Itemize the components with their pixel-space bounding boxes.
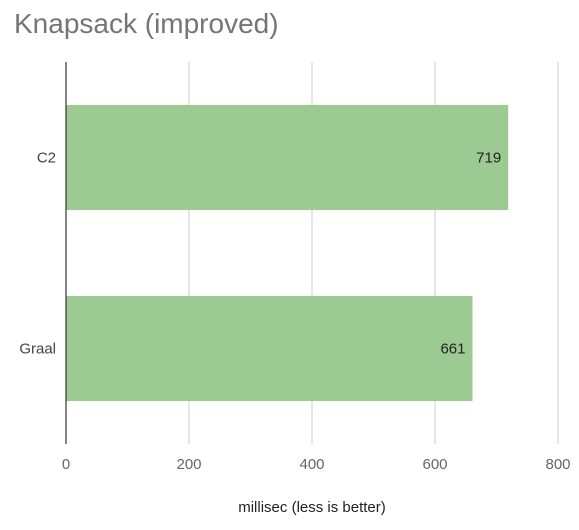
category-label-graal: Graal <box>19 341 56 358</box>
x-tick-label-0: 0 <box>62 456 70 473</box>
bar-graal <box>66 295 473 402</box>
x-tick-label-200: 200 <box>176 456 201 473</box>
data-label-graal: 661 <box>440 341 465 358</box>
category-label-c2: C2 <box>37 150 56 167</box>
bar-c2 <box>66 104 509 211</box>
x-tick-label-800: 800 <box>545 456 570 473</box>
x-tick-label-600: 600 <box>422 456 447 473</box>
chart-title: Knapsack (improved) <box>14 8 279 39</box>
x-tick-label-400: 400 <box>299 456 324 473</box>
x-axis-title: millisec (less is better) <box>238 499 386 516</box>
bars: 719 661 <box>66 104 509 402</box>
data-label-c2: 719 <box>476 150 501 167</box>
axes: 0 200 400 600 800 C2 Graal <box>19 62 571 473</box>
